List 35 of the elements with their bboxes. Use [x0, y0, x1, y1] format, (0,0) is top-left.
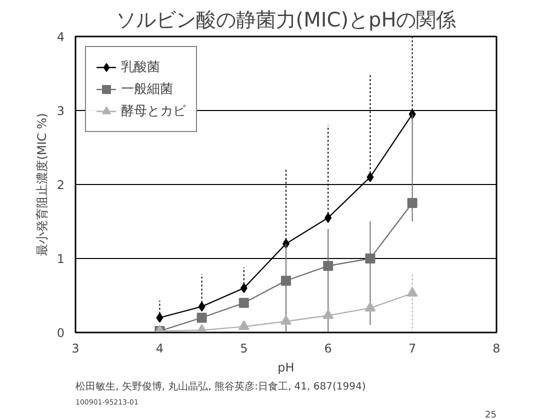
text: 25	[485, 410, 496, 419]
point	[407, 198, 418, 208]
text: 松田敏生, 矢野俊博, 丸山晶弘, 熊谷英彦:日食工, 41, 687(1994)	[76, 380, 366, 392]
x-axis-title: pH	[278, 360, 294, 374]
point	[238, 298, 249, 308]
x-tick-label: 3	[72, 342, 80, 356]
x-tick-label: 4	[156, 342, 164, 356]
x-tick-label: 8	[492, 342, 500, 356]
y-tick-label: 0	[56, 326, 65, 340]
point	[406, 287, 418, 297]
point	[365, 254, 376, 264]
point	[323, 260, 334, 271]
x-tick-label: 5	[240, 342, 248, 356]
y-axis-title: 最小発育阻止濃度(MIC %)	[34, 113, 49, 256]
y-tick-label: 2	[56, 178, 65, 192]
point	[280, 315, 292, 325]
y-tick-label: 4	[56, 30, 65, 44]
legend-label: 酵母とカビ	[121, 103, 186, 120]
point	[324, 212, 332, 223]
point	[240, 283, 248, 294]
y-tick-label: 1	[56, 252, 65, 266]
legend-label: 乳酸菌	[121, 59, 160, 76]
point	[238, 320, 250, 330]
point	[281, 276, 291, 286]
legend-label: 一般細菌	[121, 81, 173, 98]
point	[196, 312, 207, 323]
x-tick-label: 7	[408, 342, 416, 356]
x-tick-label: 6	[324, 342, 332, 356]
y-tick-label: 3	[56, 104, 65, 118]
point	[364, 302, 376, 312]
point	[198, 302, 206, 312]
point	[366, 172, 374, 182]
chart-title: ソルビン酸の静菌力(MIC)とpHの関係	[116, 8, 456, 32]
point	[322, 309, 334, 319]
point	[156, 312, 164, 323]
